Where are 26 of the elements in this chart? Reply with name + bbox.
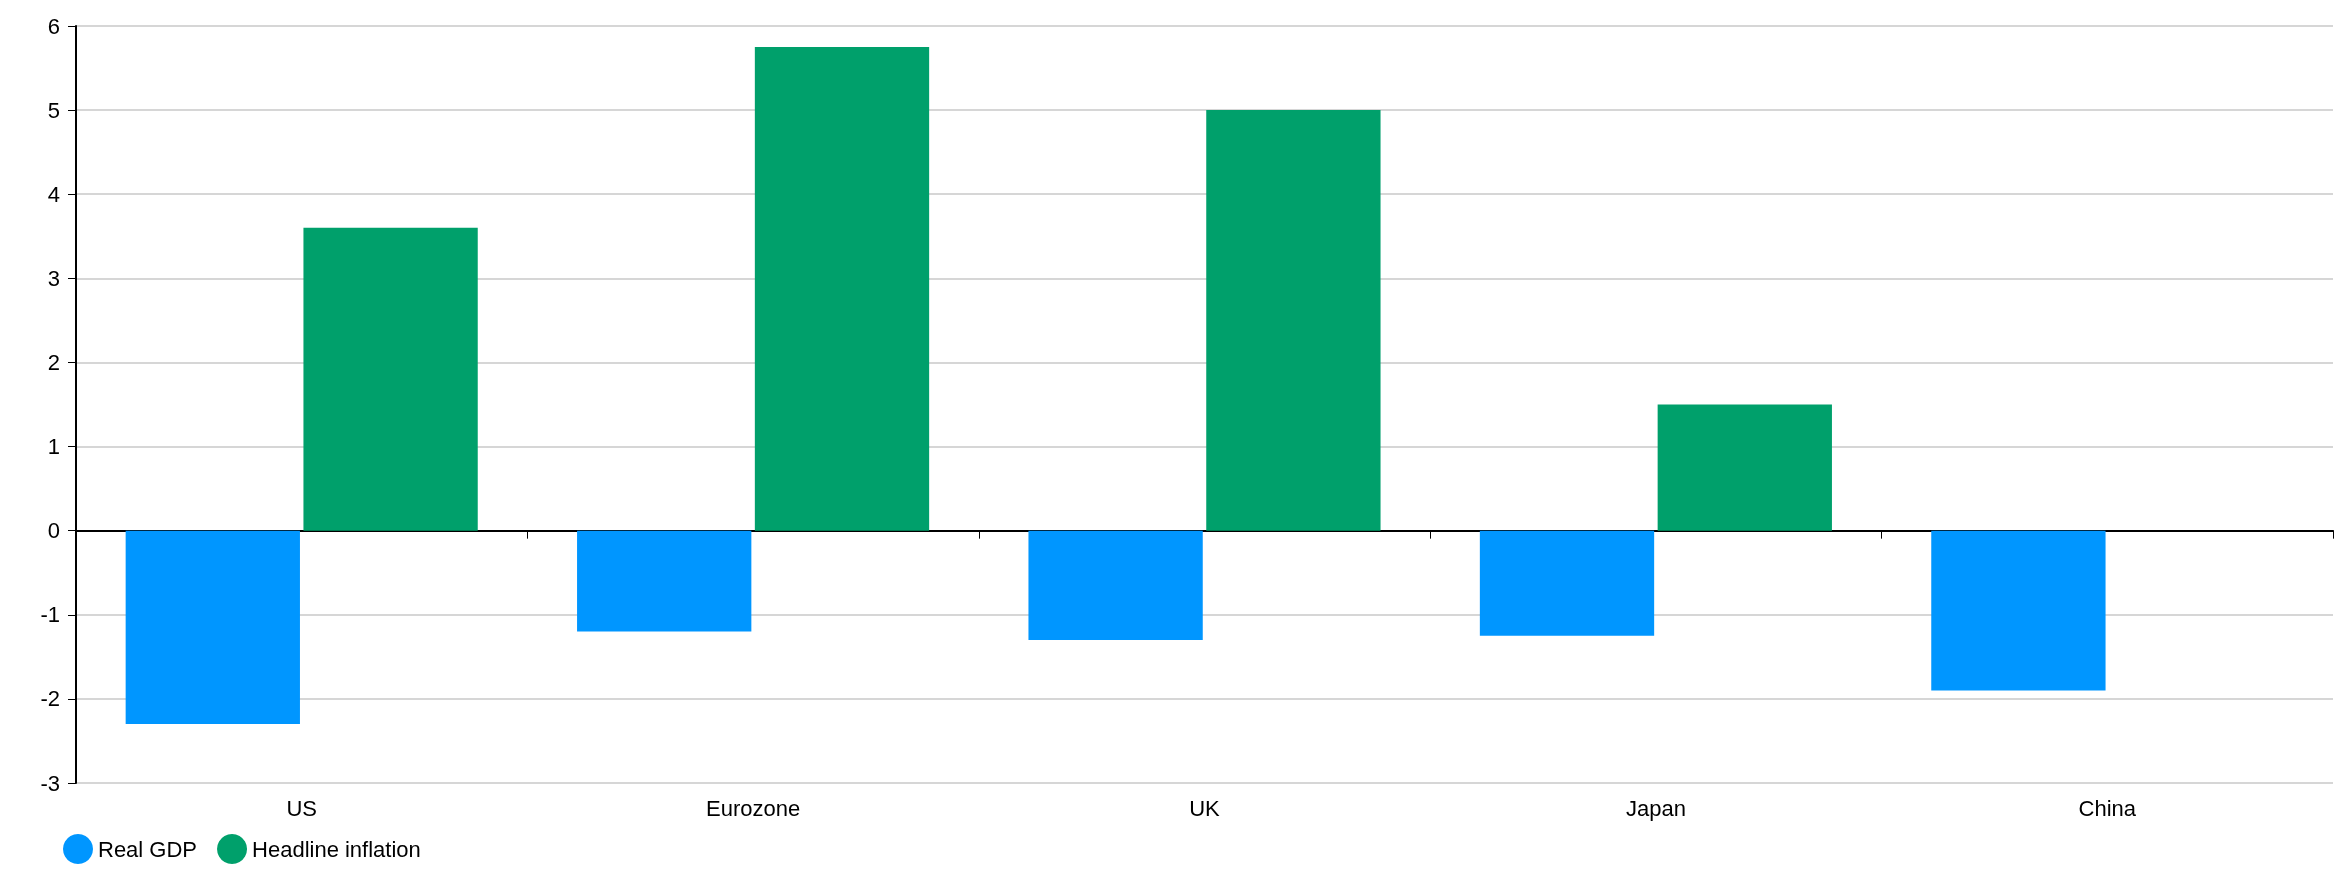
x-tick-label: China [2078, 795, 2137, 821]
x-tick-label: Eurozone [706, 795, 801, 821]
x-tick-label: US [286, 795, 317, 821]
y-tick-label: -3 [40, 770, 60, 796]
x-tick-label: Japan [1625, 795, 1686, 821]
y-tick-label: -2 [40, 686, 60, 712]
bar [754, 47, 930, 531]
bar [303, 227, 478, 531]
legend-label: Real GDP [98, 836, 198, 862]
y-tick-label: 2 [47, 349, 60, 375]
y-tick-label: 3 [47, 265, 60, 291]
bar [577, 530, 752, 632]
bar [1657, 404, 1832, 531]
bar [1028, 530, 1203, 641]
bar [1931, 530, 2106, 691]
y-tick-label: 1 [47, 434, 60, 460]
bar [1206, 110, 1381, 531]
y-tick-label: 0 [47, 518, 60, 544]
bar [125, 530, 300, 725]
y-tick-label: 4 [47, 181, 60, 207]
bar [1479, 530, 1655, 636]
legend-label: Headline inflation [252, 836, 421, 862]
y-tick-label: 5 [47, 97, 60, 123]
y-tick-label: 6 [47, 13, 60, 39]
x-tick-label: UK [1189, 795, 1221, 821]
y-tick-label: -1 [40, 602, 60, 628]
